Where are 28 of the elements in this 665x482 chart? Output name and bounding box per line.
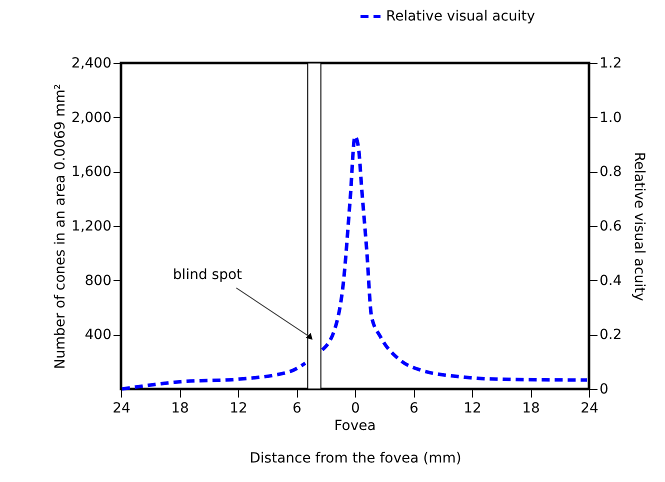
x-axis-title: Distance from the fovea (mm) — [250, 450, 462, 466]
x-tick-label: 18 — [522, 400, 540, 416]
y2-tick-label: 0.8 — [600, 164, 622, 180]
text: Fovea — [334, 418, 376, 434]
x-tick-label: 6 — [410, 400, 419, 416]
y2-axis-title: Relative visual acuity — [630, 152, 647, 301]
y-tick-label: 2,400 — [71, 56, 112, 72]
y2-tick-label: 0.6 — [600, 218, 622, 234]
x-tick-label: 12 — [464, 400, 482, 416]
x-tick-label: 24 — [580, 400, 598, 416]
y-tick-label: 2,000 — [71, 110, 112, 126]
y2-tick-label: 0.4 — [600, 272, 622, 289]
y-axis-title: Number of cones in an area 0.0069 mm² — [52, 84, 68, 370]
y2-tick-label: 1.0 — [600, 110, 622, 126]
x-tick-label: 6 — [292, 400, 302, 416]
x-tick-label: 18 — [171, 400, 189, 416]
x-tick-label: 24 — [112, 400, 130, 416]
y2-tick-label: 1.2 — [600, 56, 622, 72]
band-label: blind spot — [172, 266, 243, 283]
legend-label: Relative visual acuity — [386, 8, 535, 24]
y-tick-label: 400 — [84, 327, 112, 344]
y-tick-label: 1,600 — [71, 164, 112, 180]
y2-tick-label: 0.2 — [600, 327, 622, 344]
y-tick-label: 1,200 — [71, 218, 112, 234]
y-tick-label: 800 — [84, 272, 112, 289]
y2-tick-label: 0 — [600, 382, 608, 398]
x-tick-label: 0 — [351, 400, 360, 416]
x-tick-label: 12 — [230, 400, 248, 416]
